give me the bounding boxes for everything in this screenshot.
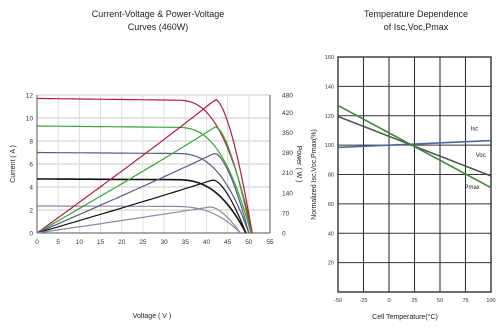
y2-tick-label: 480 bbox=[282, 93, 293, 100]
x-tick-label: 75 bbox=[462, 298, 468, 304]
x-tick-label: 25 bbox=[139, 239, 147, 246]
pv-curve-series bbox=[36, 153, 250, 234]
y-tick-label: 60 bbox=[328, 202, 334, 208]
y-tick-label: 6 bbox=[29, 162, 33, 169]
y-tick-label: 80 bbox=[328, 173, 334, 179]
y-tick-label: 40 bbox=[328, 231, 334, 237]
series-label-pmax: Pmax bbox=[464, 185, 479, 191]
x-tick-label: 50 bbox=[245, 239, 253, 246]
temperature-chart: Temperature Dependence of Isc,Voc,Pmax -50… bbox=[311, 9, 496, 321]
y-tick-label: 4 bbox=[29, 185, 33, 192]
y2-tick-label: 140 bbox=[282, 190, 293, 197]
x-tick-label: 0 bbox=[35, 239, 39, 246]
y-axis-label: Normalized Isc,Voc,Pmax(%) bbox=[311, 129, 318, 220]
x-tick-label: 20 bbox=[118, 239, 126, 246]
series-line-pmax bbox=[337, 104, 492, 189]
y-tick-label: 160 bbox=[325, 55, 334, 61]
iv-curve-series bbox=[37, 151, 250, 234]
x-axis-label: Voltage ( V ) bbox=[133, 313, 172, 320]
x-tick-label: 50 bbox=[437, 298, 443, 304]
x-axis-label: Cell Temperature(°C) bbox=[372, 313, 438, 321]
y2-tick-label: 0 bbox=[282, 231, 286, 238]
x-tick-label: -50 bbox=[334, 298, 342, 304]
x-tick-label: 5 bbox=[56, 239, 60, 246]
x-tick-label: 55 bbox=[266, 239, 274, 246]
pv-curve-series bbox=[36, 206, 241, 234]
x-tick-label: 10 bbox=[76, 239, 84, 246]
y-tick-label: 0 bbox=[29, 231, 33, 238]
y-tick-label: 10 bbox=[26, 116, 34, 123]
y-tick-label: 140 bbox=[325, 84, 334, 90]
iv-curve-series bbox=[36, 125, 252, 234]
x-tick-label: 30 bbox=[160, 239, 168, 246]
x-tick-label: 35 bbox=[182, 239, 190, 246]
y-tick-label: 8 bbox=[29, 139, 33, 146]
series-label-voc: Voc bbox=[476, 153, 486, 159]
y-tick-label: 2 bbox=[29, 208, 33, 215]
iv-curve-series bbox=[37, 97, 253, 234]
y2-tick-label: 350 bbox=[282, 130, 293, 137]
y-tick-label: 100 bbox=[325, 143, 334, 149]
x-tick-label: 25 bbox=[411, 298, 417, 304]
y2-tick-label: 210 bbox=[282, 170, 293, 177]
chart-title: Temperature Dependence bbox=[364, 9, 468, 19]
x-tick-label: -25 bbox=[360, 298, 368, 304]
x-tick-label: 45 bbox=[224, 239, 232, 246]
chart-title: Current-Voltage & Power-Voltage bbox=[92, 9, 225, 19]
y2-tick-label: 280 bbox=[282, 150, 293, 157]
x-tick-label: 0 bbox=[387, 298, 390, 304]
y-axis-label: Current ( A ) bbox=[10, 145, 17, 183]
chart-title: of Isc,Voc,Pmax bbox=[384, 22, 449, 32]
x-tick-label: 100 bbox=[486, 298, 495, 304]
chart-title: Curves (460W) bbox=[128, 22, 189, 32]
y-tick-label: 120 bbox=[325, 114, 334, 120]
iv-pv-chart: Current-Voltage & Power-Voltage Curves (4… bbox=[10, 9, 302, 320]
pv-curve-series bbox=[36, 126, 252, 234]
pv-curve-series bbox=[36, 179, 247, 234]
x-tick-label: 15 bbox=[97, 239, 105, 246]
y2-axis-label: Power ( W ) bbox=[295, 146, 302, 183]
iv-curve-series bbox=[37, 205, 241, 234]
series-label-isc: Isc bbox=[471, 126, 479, 132]
x-tick-label: 40 bbox=[203, 239, 211, 246]
y-tick-label: 20 bbox=[328, 261, 334, 267]
y-tick-label: 12 bbox=[26, 93, 34, 100]
y2-tick-label: 420 bbox=[282, 110, 293, 117]
series-line-isc bbox=[337, 139, 492, 149]
iv-curve-series bbox=[36, 178, 247, 234]
pv-curve-series bbox=[36, 98, 253, 234]
y2-tick-label: 70 bbox=[282, 210, 290, 217]
